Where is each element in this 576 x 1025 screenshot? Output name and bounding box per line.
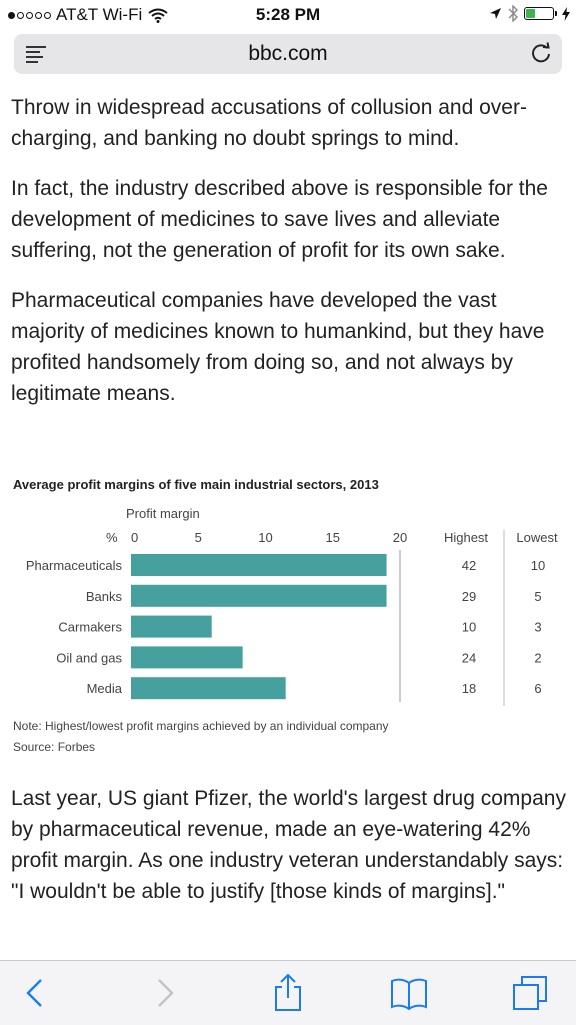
category-label: Pharmaceuticals bbox=[26, 558, 123, 573]
x-axis-label: Profit margin bbox=[126, 506, 200, 521]
article-paragraph: Last year, US giant Pfizer, the world's … bbox=[11, 787, 566, 903]
lowest-value: 5 bbox=[534, 589, 541, 604]
carrier-info: AT&T Wi-Fi bbox=[8, 5, 168, 25]
highest-value: 24 bbox=[462, 650, 476, 665]
status-bar: AT&T Wi-Fi 5:28 PM bbox=[0, 0, 576, 30]
url-domain[interactable]: bbc.com bbox=[248, 42, 328, 65]
reader-menu-icon[interactable] bbox=[26, 46, 46, 63]
x-tick-label: 0 bbox=[131, 530, 138, 545]
address-bar[interactable]: bbc.com bbox=[14, 34, 562, 74]
table-header-highest: Highest bbox=[444, 530, 488, 545]
x-tick-label: 5 bbox=[195, 530, 202, 545]
category-label: Banks bbox=[86, 589, 123, 604]
article-body-continued: Last year, US giant Pfizer, the world's … bbox=[11, 783, 569, 907]
bar-pharmaceuticals bbox=[131, 554, 387, 576]
bar-banks bbox=[131, 584, 387, 607]
clock: 5:28 PM bbox=[255, 5, 321, 24]
article-paragraph: In fact, the industry described above is… bbox=[11, 177, 548, 262]
tabs-icon[interactable] bbox=[510, 973, 550, 1013]
back-icon[interactable] bbox=[16, 973, 56, 1013]
chart-title: Average profit margins of five main indu… bbox=[13, 477, 379, 492]
location-arrow-icon bbox=[490, 8, 501, 19]
bar-media bbox=[131, 677, 286, 700]
highest-value: 18 bbox=[462, 681, 476, 696]
browser-toolbar bbox=[0, 960, 576, 1025]
highest-value: 42 bbox=[462, 558, 476, 573]
battery-icon bbox=[524, 7, 557, 20]
reload-icon[interactable] bbox=[530, 42, 552, 64]
chart-note: Note: Highest/lowest profit margins achi… bbox=[13, 719, 389, 733]
profit-margin-chart: Average profit margins of five main indu… bbox=[13, 477, 558, 754]
signal-strength-icon bbox=[8, 11, 51, 19]
article-paragraph: Throw in widespread accusations of collu… bbox=[11, 96, 527, 150]
bar-carmakers bbox=[131, 615, 212, 638]
carrier-name: AT&T Wi-Fi bbox=[56, 5, 143, 24]
table-header-lowest: Lowest bbox=[516, 530, 558, 545]
chart-source: Source: Forbes bbox=[13, 740, 95, 754]
highest-value: 29 bbox=[462, 589, 476, 604]
lowest-value: 6 bbox=[534, 681, 541, 696]
share-icon[interactable] bbox=[268, 973, 308, 1013]
category-label: Carmakers bbox=[58, 620, 122, 635]
bar-oil-and-gas bbox=[131, 646, 243, 669]
x-tick-label: 10 bbox=[258, 530, 272, 545]
forward-icon[interactable] bbox=[144, 973, 184, 1013]
bookmarks-icon[interactable] bbox=[389, 973, 429, 1013]
category-label: Media bbox=[87, 681, 123, 696]
highest-value: 10 bbox=[462, 620, 476, 635]
lowest-value: 3 bbox=[534, 620, 541, 635]
x-tick-label: 15 bbox=[326, 530, 340, 545]
article-body: Throw in widespread accusations of collu… bbox=[11, 92, 569, 428]
article-paragraph: Pharmaceutical companies have developed … bbox=[11, 289, 545, 405]
wifi-icon bbox=[148, 8, 168, 23]
lowest-value: 10 bbox=[531, 558, 545, 573]
bluetooth-icon bbox=[508, 5, 518, 22]
charging-icon bbox=[562, 6, 570, 21]
category-label: Oil and gas bbox=[56, 650, 122, 665]
lowest-value: 2 bbox=[534, 650, 541, 665]
unit-label: % bbox=[106, 530, 118, 545]
x-tick-label: 20 bbox=[393, 530, 407, 545]
